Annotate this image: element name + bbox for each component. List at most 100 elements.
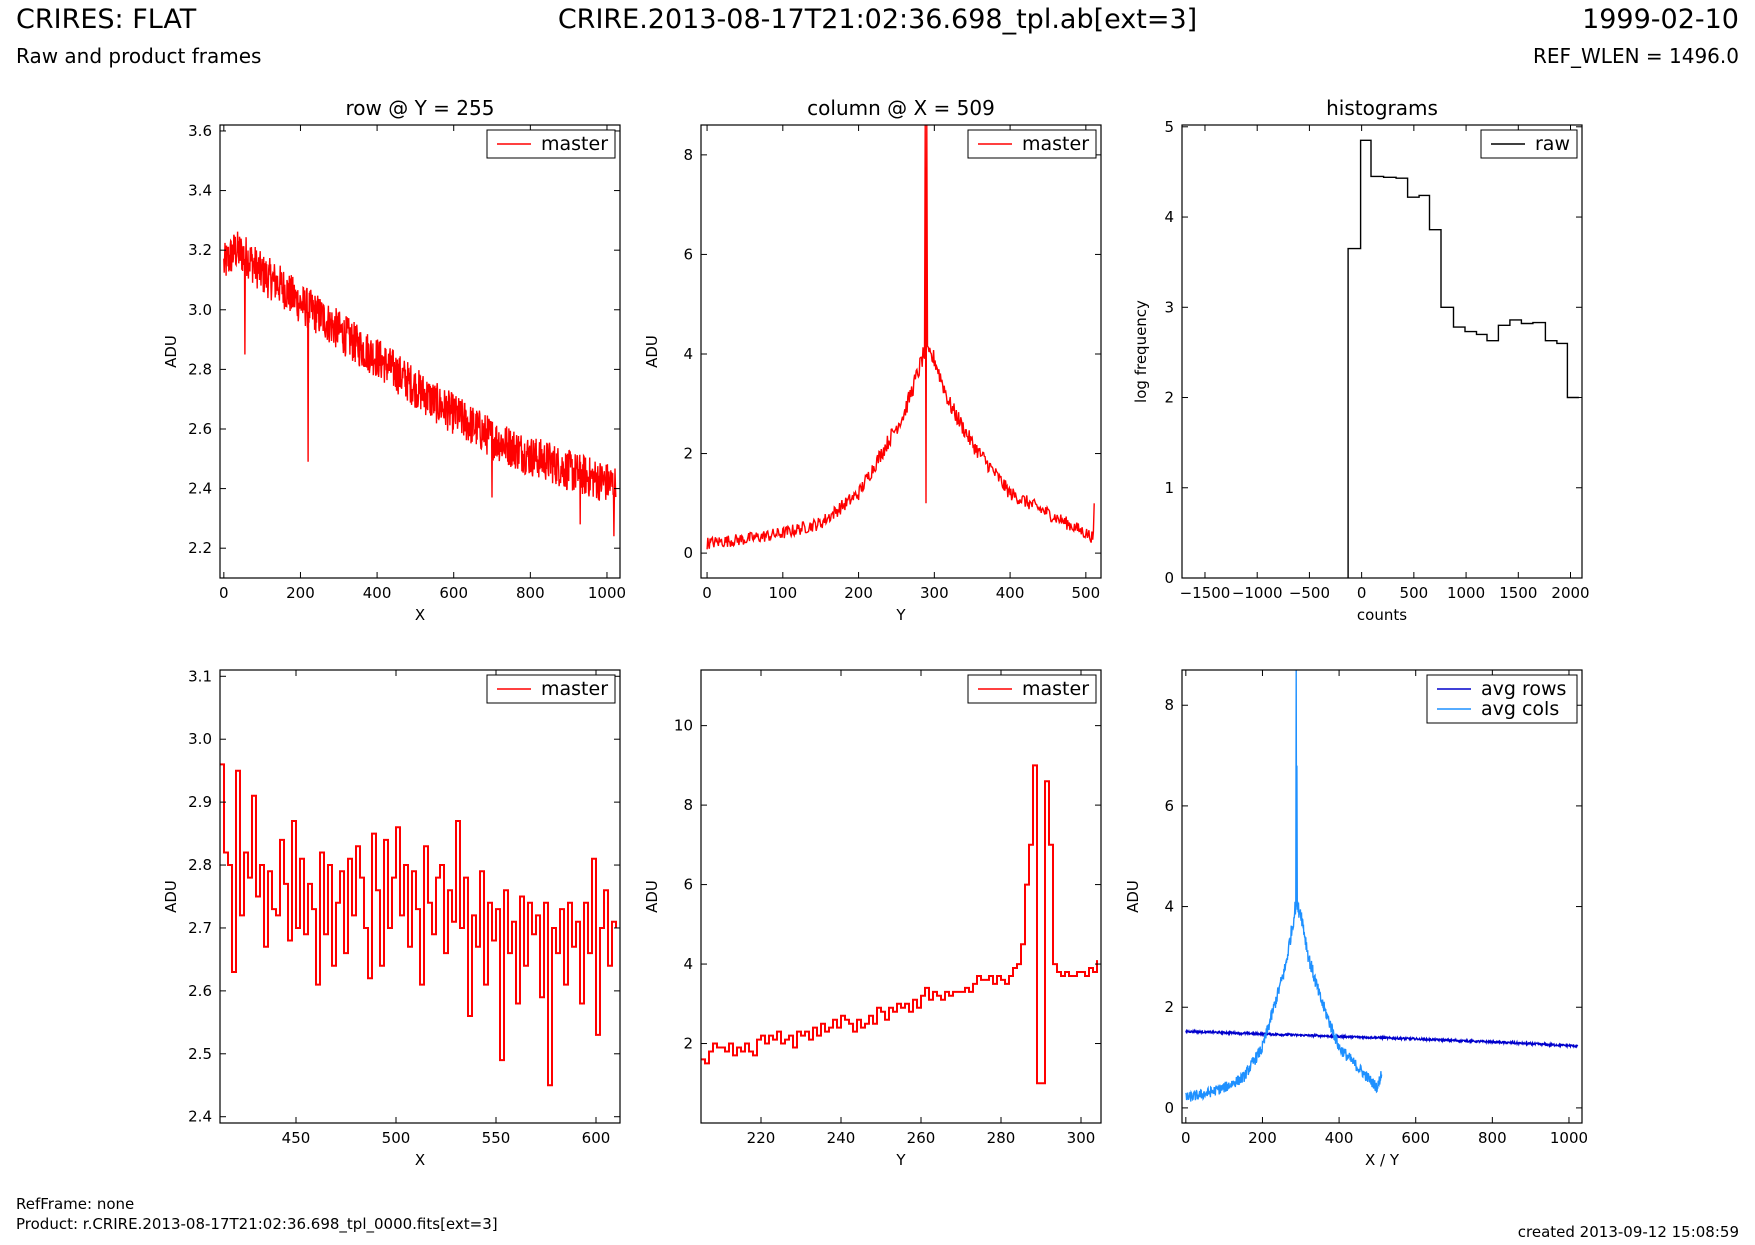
legend-label: master [541,678,608,700]
page-subtitle: Raw and product frames [16,44,262,68]
series-avg-0 [1185,1028,1579,1050]
y-tick-label: 0 [1164,569,1174,587]
y-tick-label: 2.4 [188,1108,212,1126]
x-tick-label: 600 [582,1129,611,1147]
y-axis-label: ADU [643,880,661,913]
x-axis-label: Y [895,606,906,624]
x-tick-label: 400 [996,584,1025,602]
y-tick-label: 10 [674,717,693,735]
y-tick-label: 3.1 [188,667,212,685]
x-tick-label: 500 [1072,584,1101,602]
plot-frame [1181,669,1583,1124]
chart-rowzoom: 450 500 550 600 2.4 2.5 2.6 2.7 2.8 2.9 3.0 3.1 X ADU… [162,667,621,1169]
plot-frame [219,124,621,579]
legend-label: master [1022,678,1089,700]
y-tick-label: 4 [1164,898,1174,916]
chart-title: column @ X = 509 [807,96,995,120]
y-tick-label: 2.8 [188,856,212,874]
y-tick-label: 2.8 [188,360,212,378]
y-tick-label: 3.2 [188,241,212,259]
x-axis-label: X / Y [1365,1151,1400,1169]
x-tick-label: −1000 [1232,584,1283,602]
x-tick-label: 0 [1357,584,1367,602]
x-tick-label: 2000 [1551,584,1589,602]
y-tick-label: 2.4 [188,480,212,498]
x-tick-label: 800 [1478,1129,1507,1147]
y-tick-label: 6 [683,245,693,263]
chart-row: 0 200 400 600 800 1000 2.2 2.4 2.6 2.8 3.0 3.2 3.4 3.… [162,96,626,624]
series-avg-1 [1185,670,1383,1102]
product-label: Product: r.CRIRE.2013-08-17T21:02:36.698… [16,1215,498,1233]
file-title: CRIRE.2013-08-17T21:02:36.698_tpl.ab[ext… [557,4,1198,35]
page-title: CRIRES: FLAT [16,4,197,35]
legend-label: master [541,133,608,155]
y-tick-label: 3.0 [188,301,212,319]
x-tick-label: 300 [920,584,949,602]
x-tick-label: 0 [702,584,712,602]
y-tick-label: 8 [683,796,693,814]
series-colzoom-0 [701,764,1098,1085]
y-axis-label: ADU [643,335,661,368]
y-tick-label: 2.9 [188,793,212,811]
y-tick-label: 4 [683,955,693,973]
series-col-0 [706,125,1095,550]
y-tick-label: 4 [1164,208,1174,226]
x-tick-label: 300 [1067,1129,1096,1147]
y-tick-label: 2 [683,445,693,463]
series-hist-0 [1347,139,1579,578]
y-tick-label: 0 [683,544,693,562]
x-tick-label: 1000 [1550,1129,1588,1147]
y-axis-label: ADU [162,880,180,913]
plot-frame [700,124,1102,579]
y-tick-label: 0 [1164,1099,1174,1117]
x-tick-label: 0 [219,584,229,602]
chart-title: row @ Y = 255 [346,96,495,120]
chart-avg: 0 200 400 600 800 1000 0 2 4 6 8 X / Y ADU avg rowsav… [1124,669,1588,1169]
x-tick-label: 260 [907,1129,936,1147]
y-tick-label: 3.4 [188,182,212,200]
legend: raw [1480,129,1578,159]
y-tick-label: 3.6 [188,122,212,140]
y-tick-label: 2 [683,1035,693,1053]
y-tick-label: 2.5 [188,1045,212,1063]
x-tick-label: 600 [439,584,468,602]
x-tick-label: 550 [482,1129,511,1147]
y-tick-label: 2 [1164,389,1174,407]
y-tick-label: 8 [683,146,693,164]
x-tick-label: 200 [1248,1129,1277,1147]
y-axis-label: ADU [1124,880,1142,913]
y-tick-label: 2.6 [188,982,212,1000]
x-axis-label: X [415,606,425,624]
y-tick-label: 3 [1164,298,1174,316]
x-axis-label: Y [895,1151,906,1169]
legend-label: raw [1535,133,1570,155]
x-axis-label: X [415,1151,425,1169]
x-tick-label: 450 [282,1129,311,1147]
legend-label: avg rows [1481,678,1566,700]
y-tick-label: 1 [1164,479,1174,497]
x-tick-label: 200 [844,584,873,602]
legend-label: master [1022,133,1089,155]
y-tick-label: 4 [683,345,693,363]
x-tick-label: 0 [1181,1129,1191,1147]
ref-wlen-label: REF_WLEN = 1496.0 [1532,44,1739,68]
x-axis-label: counts [1357,606,1407,624]
plot-frame [219,669,621,1124]
x-tick-label: 1000 [588,584,626,602]
y-axis-label: ADU [162,335,180,368]
x-tick-label: 800 [516,584,545,602]
y-tick-label: 3.0 [188,730,212,748]
x-tick-label: 220 [747,1129,776,1147]
y-tick-label: 2.7 [188,919,212,937]
chart-colzoom: 220 240 260 280 300 2 4 6 8 10 Y ADU master [643,669,1102,1169]
legend: master [967,129,1097,159]
x-tick-label: 240 [827,1129,856,1147]
x-tick-label: −500 [1289,584,1330,602]
y-tick-label: 2 [1164,998,1174,1016]
x-tick-label: 280 [987,1129,1016,1147]
y-tick-label: 2.2 [188,539,212,557]
x-tick-label: 600 [1401,1129,1430,1147]
ref-frame-label: RefFrame: none [16,1195,135,1213]
